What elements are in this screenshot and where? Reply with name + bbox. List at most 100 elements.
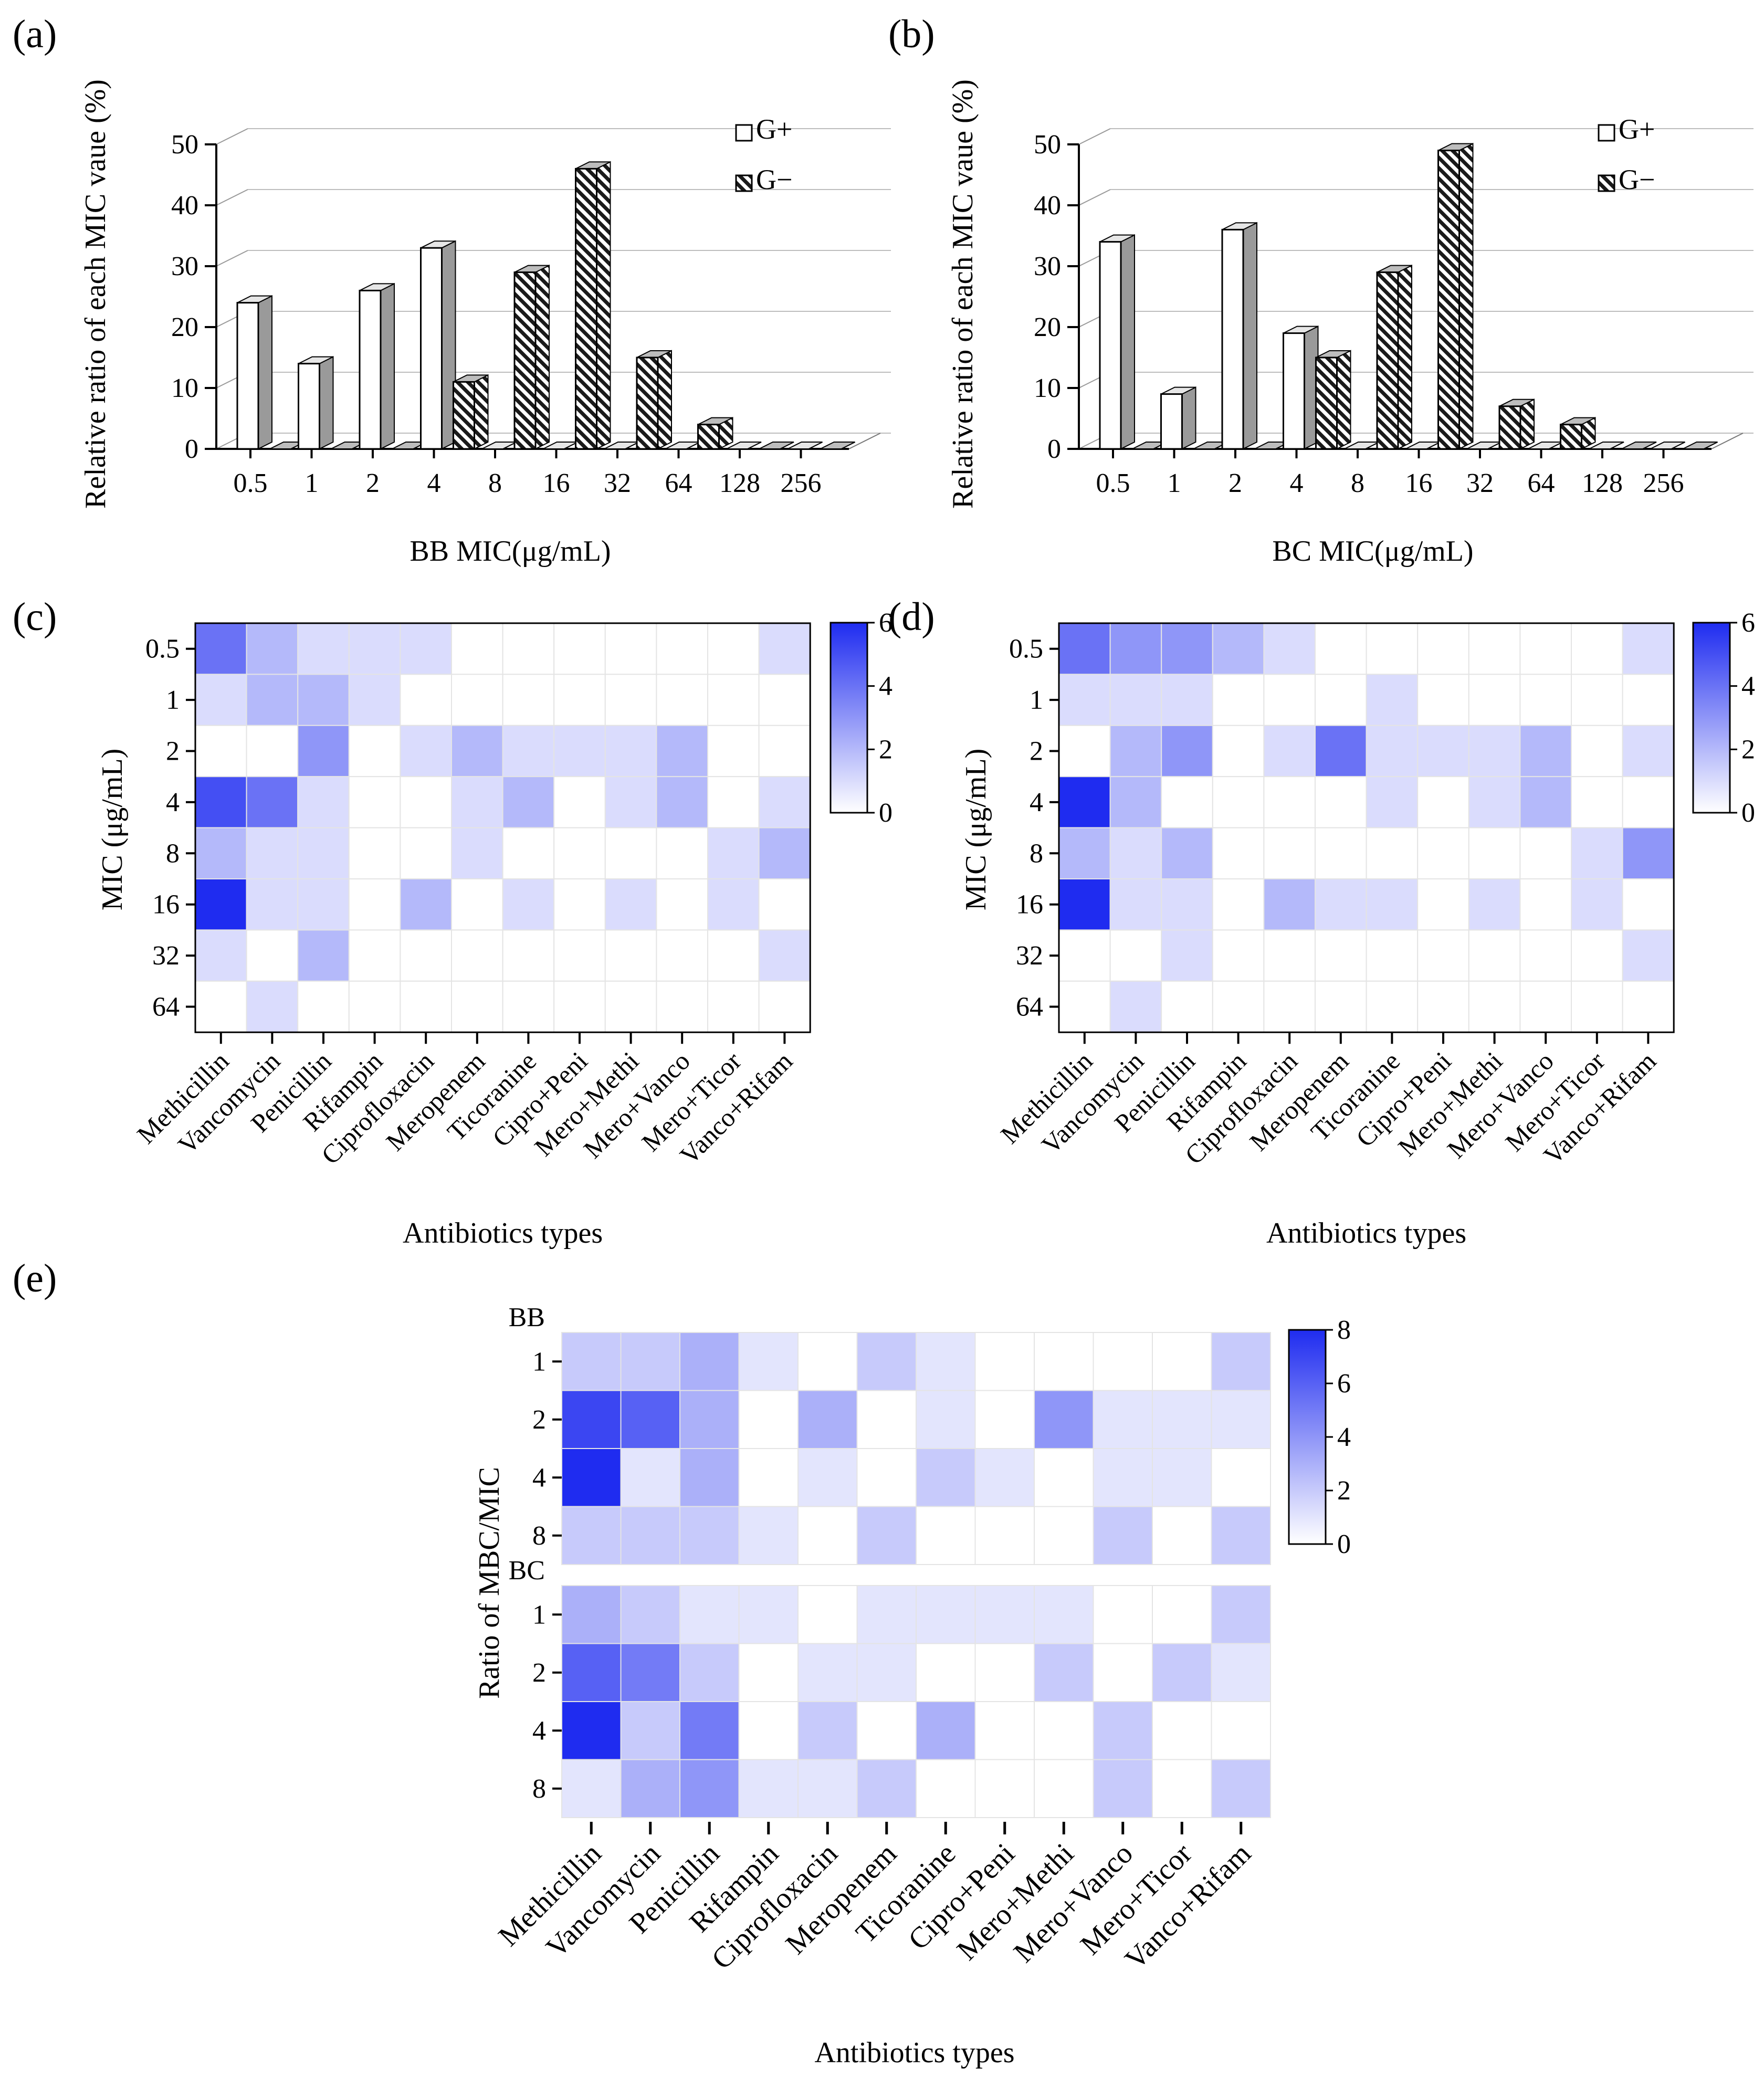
bar-top <box>820 442 855 449</box>
row-label: 4 <box>532 1716 546 1746</box>
heatmap-cell <box>679 1585 740 1644</box>
heatmap-cell <box>1263 725 1316 778</box>
heatmap-cell <box>604 878 657 931</box>
heatmap-cell <box>246 623 299 675</box>
heatmap-cell <box>707 776 760 828</box>
heatmap-cell <box>916 1643 976 1702</box>
heatmap-cell <box>1212 827 1265 879</box>
row-label: 1 <box>532 1600 546 1630</box>
colorbar-tick-label: 2 <box>1337 1476 1351 1506</box>
bar-front <box>1315 356 1338 450</box>
heatmap-cell <box>348 623 401 675</box>
heatmap-cell <box>1109 980 1162 1033</box>
heatmap-cell <box>856 1701 917 1760</box>
heatmap-cell <box>1315 674 1367 726</box>
heatmap-cell <box>553 827 606 879</box>
heatmap-cell <box>1417 980 1469 1033</box>
heatmap-frame <box>194 622 811 1033</box>
heatmap-cell <box>738 1332 799 1391</box>
panel-label-d: (d) <box>888 595 935 639</box>
heatmap-cell <box>1468 878 1521 931</box>
bar-gneg <box>820 442 855 449</box>
heatmap-cell <box>1161 929 1213 982</box>
panel-label-e: (e) <box>13 1256 57 1300</box>
heatmap-cell <box>1093 1701 1153 1760</box>
heatmap-cell <box>553 980 606 1033</box>
heatmap-cell <box>1417 878 1469 931</box>
heatmap-cell <box>797 1759 858 1818</box>
bar-gneg <box>1437 142 1474 450</box>
heatmap-cell <box>400 776 453 828</box>
heatmap-cell <box>1211 1585 1271 1644</box>
heatmap-cell <box>707 929 760 982</box>
heatmap-cell <box>738 1506 799 1565</box>
heatmap-cell <box>1058 674 1111 726</box>
heatmap-cell <box>1058 623 1111 675</box>
x-tick-label: 256 <box>781 468 822 498</box>
heatmap-cell <box>758 674 811 726</box>
heatmap-cell <box>561 1506 622 1565</box>
heatmap-cell <box>620 1585 680 1644</box>
heatmap-cell <box>1571 674 1623 726</box>
bar-top <box>759 442 794 449</box>
heatmap-cell <box>1152 1332 1212 1391</box>
heatmap-cell <box>620 1643 680 1702</box>
heatmap-cell <box>1622 776 1675 828</box>
heatmap-cell <box>400 980 453 1033</box>
heatmap-cell <box>1211 1701 1271 1760</box>
row-label: 0.5 <box>1009 634 1043 664</box>
heatmap-cell <box>1109 929 1162 982</box>
heatmap-cell <box>1622 623 1675 675</box>
heatmap-cell <box>1034 1759 1094 1818</box>
bar-gneg <box>1621 442 1657 449</box>
heatmap-cell <box>1058 980 1111 1033</box>
bar-gpos <box>236 295 272 450</box>
colorbar-tick-label: 0 <box>1337 1529 1351 1559</box>
heatmap-cell <box>679 1506 740 1565</box>
heatmap-cell <box>974 1390 1035 1449</box>
heatmap-cell <box>1263 623 1316 675</box>
heatmap-cell <box>1152 1759 1212 1818</box>
heatmap-cell <box>707 623 760 675</box>
heatmap-cell <box>916 1701 976 1760</box>
x-axis-title: Antibiotics types <box>1266 1217 1466 1250</box>
heatmap-cell <box>400 827 453 879</box>
heatmap-cell <box>758 878 811 931</box>
heatmap-cell <box>974 1506 1035 1565</box>
heatmap-cell <box>246 674 299 726</box>
heatmap-cell <box>1212 776 1265 828</box>
heatmap-cell <box>502 929 555 982</box>
x-tick-label: 16 <box>543 468 570 498</box>
heatmap-cell <box>604 674 657 726</box>
heatmap-cell <box>620 1506 680 1565</box>
bar-front <box>1283 332 1305 450</box>
bar-side <box>1336 350 1351 450</box>
x-tick-label: 8 <box>1351 468 1364 498</box>
panel-label-c: (c) <box>13 595 57 639</box>
heatmap-cell <box>1058 776 1111 828</box>
heatmap-cell <box>1366 725 1419 778</box>
heatmap-cell <box>1263 827 1316 879</box>
floor-edge <box>848 433 881 449</box>
heatmap-cell <box>1519 725 1572 778</box>
heatmap-cell <box>502 776 555 828</box>
panel-label-b: (b) <box>888 12 935 56</box>
y-tick-label: 20 <box>171 312 198 342</box>
x-tick-label: 2 <box>366 468 380 498</box>
colorbar-tick-label: 8 <box>1337 1315 1351 1345</box>
heatmap-cell <box>1315 623 1367 675</box>
heatmap-cell <box>1093 1759 1153 1818</box>
x-axis-title: Antibiotics types <box>403 1217 603 1250</box>
heatmap-cell <box>553 674 606 726</box>
heatmap-cell <box>856 1759 917 1818</box>
heatmap-cell <box>974 1759 1035 1818</box>
y-tick-label: 40 <box>171 191 198 221</box>
bar-front <box>1160 393 1183 450</box>
y-axis-title: MIC (μg/mL) <box>960 749 992 910</box>
heatmap-cell <box>297 776 350 828</box>
row-label: 64 <box>1016 992 1043 1022</box>
heatmap-cell <box>797 1585 858 1644</box>
bar-gpos <box>1160 386 1196 450</box>
heatmap-cell <box>656 929 709 982</box>
row-label: 32 <box>1016 941 1043 971</box>
